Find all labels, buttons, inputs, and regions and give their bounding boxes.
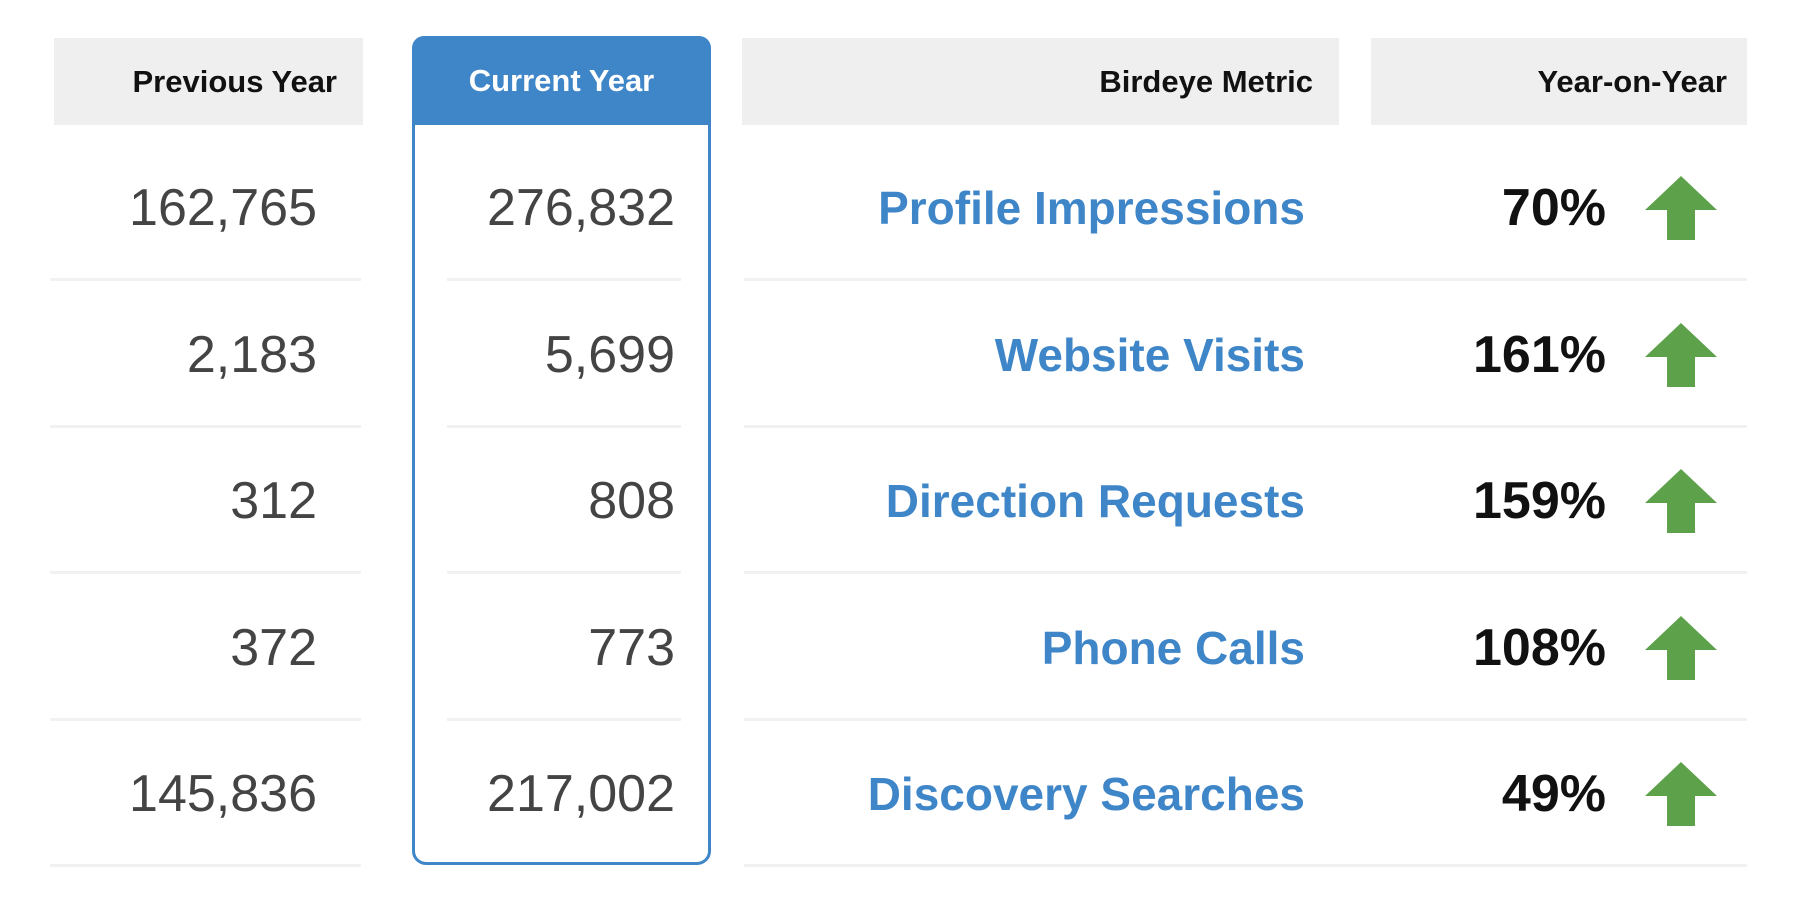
header-yoy: Year-on-Year [1371,38,1747,125]
previous-year-value: 162,765 [129,179,317,237]
current-year-frame [412,36,711,865]
row-separator [744,864,1747,868]
yoy-value: 70% [1501,179,1606,237]
metric-name: Profile Impressions [878,182,1305,234]
header-current-year: Current Year [412,36,711,125]
row-separator [744,717,1747,721]
row-separator [447,278,681,281]
current-year-value: 5,699 [544,325,675,384]
row-separator [50,424,361,428]
row-separator [447,424,681,428]
row-separator [50,571,361,575]
up-arrow [1645,322,1717,387]
current-year-value: 808 [588,472,675,531]
yoy-value: 161% [1473,325,1606,384]
previous-year-value: 312 [230,472,317,531]
current-year-value: 773 [588,618,675,677]
header-metric: Birdeye Metric [742,38,1339,125]
previous-year-value: 372 [230,618,317,677]
up-arrow [1645,176,1717,240]
up-arrow [1645,615,1717,680]
row-separator [744,571,1747,575]
previous-year-value: 2,183 [186,325,317,384]
header-previous-year: Previous Year [54,38,363,125]
up-arrow [1645,469,1717,534]
row-separator [447,717,681,721]
metric-name: Discovery Searches [867,768,1305,821]
yoy-value: 108% [1473,618,1606,677]
metric-name: Website Visits [994,328,1305,381]
metric-name: Phone Calls [1041,621,1305,674]
row-separator [744,424,1747,428]
current-year-value: 217,002 [487,765,675,824]
up-arrow [1645,762,1717,827]
metric-name: Direction Requests [885,475,1305,528]
row-separator [447,571,681,575]
yoy-value: 49% [1501,765,1606,824]
row-separator [50,717,361,721]
row-separator [50,278,361,281]
previous-year-value: 145,836 [129,765,317,824]
current-year-value: 276,832 [487,179,675,237]
row-separator [50,864,361,868]
row-separator [744,278,1747,281]
yoy-value: 159% [1473,472,1606,531]
